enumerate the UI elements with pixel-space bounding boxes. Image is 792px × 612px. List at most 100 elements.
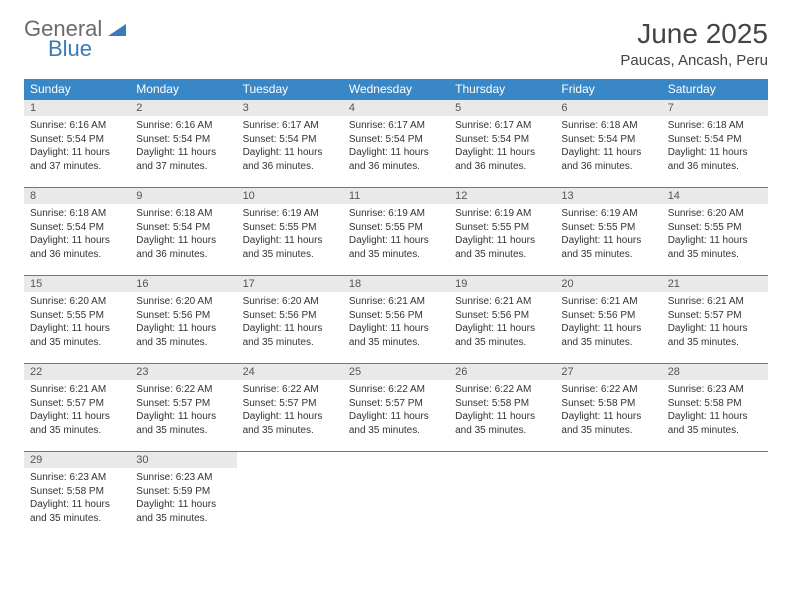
sunset-line: Sunset: 5:54 PM (561, 133, 655, 147)
sunrise-line: Sunrise: 6:21 AM (349, 295, 443, 309)
calendar-cell: 4Sunrise: 6:17 AMSunset: 5:54 PMDaylight… (343, 99, 449, 187)
sunrise-line: Sunrise: 6:20 AM (30, 295, 124, 309)
daylight-line: Daylight: 11 hours and 35 minutes. (455, 234, 549, 261)
sunrise-line: Sunrise: 6:17 AM (349, 119, 443, 133)
daylight-line: Daylight: 11 hours and 35 minutes. (136, 498, 230, 525)
sunset-line: Sunset: 5:58 PM (668, 397, 762, 411)
calendar-cell (237, 451, 343, 539)
calendar-table: SundayMondayTuesdayWednesdayThursdayFrid… (24, 79, 768, 539)
sunset-line: Sunset: 5:55 PM (561, 221, 655, 235)
day-number: 21 (662, 275, 768, 292)
sunrise-line: Sunrise: 6:19 AM (243, 207, 337, 221)
day-number: 16 (130, 275, 236, 292)
sunrise-line: Sunrise: 6:22 AM (243, 383, 337, 397)
sunset-line: Sunset: 5:57 PM (349, 397, 443, 411)
day-details: Sunrise: 6:17 AMSunset: 5:54 PMDaylight:… (449, 116, 555, 179)
daylight-line: Daylight: 11 hours and 35 minutes. (561, 322, 655, 349)
day-details: Sunrise: 6:18 AMSunset: 5:54 PMDaylight:… (24, 204, 130, 267)
day-details: Sunrise: 6:18 AMSunset: 5:54 PMDaylight:… (662, 116, 768, 179)
calendar-cell: 3Sunrise: 6:17 AMSunset: 5:54 PMDaylight… (237, 99, 343, 187)
weekday-header: Saturday (662, 79, 768, 99)
calendar-cell: 2Sunrise: 6:16 AMSunset: 5:54 PMDaylight… (130, 99, 236, 187)
day-number: 22 (24, 363, 130, 380)
sunrise-line: Sunrise: 6:16 AM (136, 119, 230, 133)
empty-day (237, 451, 343, 468)
title-block: June 2025 Paucas, Ancash, Peru (620, 18, 768, 69)
calendar-cell: 18Sunrise: 6:21 AMSunset: 5:56 PMDayligh… (343, 275, 449, 363)
sunset-line: Sunset: 5:57 PM (136, 397, 230, 411)
day-details: Sunrise: 6:17 AMSunset: 5:54 PMDaylight:… (237, 116, 343, 179)
weekday-header: Friday (555, 79, 661, 99)
day-details: Sunrise: 6:18 AMSunset: 5:54 PMDaylight:… (130, 204, 236, 267)
day-number: 1 (24, 99, 130, 116)
sunrise-line: Sunrise: 6:17 AM (243, 119, 337, 133)
calendar-cell (662, 451, 768, 539)
sunrise-line: Sunrise: 6:16 AM (30, 119, 124, 133)
sunrise-line: Sunrise: 6:22 AM (455, 383, 549, 397)
day-details: Sunrise: 6:22 AMSunset: 5:58 PMDaylight:… (449, 380, 555, 443)
sunset-line: Sunset: 5:56 PM (243, 309, 337, 323)
sunset-line: Sunset: 5:57 PM (30, 397, 124, 411)
day-number: 23 (130, 363, 236, 380)
daylight-line: Daylight: 11 hours and 35 minutes. (136, 410, 230, 437)
day-number: 6 (555, 99, 661, 116)
day-number: 24 (237, 363, 343, 380)
sunrise-line: Sunrise: 6:22 AM (349, 383, 443, 397)
daylight-line: Daylight: 11 hours and 35 minutes. (30, 410, 124, 437)
day-number: 18 (343, 275, 449, 292)
day-details: Sunrise: 6:19 AMSunset: 5:55 PMDaylight:… (343, 204, 449, 267)
daylight-line: Daylight: 11 hours and 35 minutes. (349, 234, 443, 261)
sunrise-line: Sunrise: 6:22 AM (136, 383, 230, 397)
sunrise-line: Sunrise: 6:23 AM (136, 471, 230, 485)
sunrise-line: Sunrise: 6:18 AM (561, 119, 655, 133)
sunset-line: Sunset: 5:59 PM (136, 485, 230, 499)
calendar-cell: 15Sunrise: 6:20 AMSunset: 5:55 PMDayligh… (24, 275, 130, 363)
daylight-line: Daylight: 11 hours and 35 minutes. (561, 410, 655, 437)
daylight-line: Daylight: 11 hours and 35 minutes. (668, 410, 762, 437)
day-details: Sunrise: 6:19 AMSunset: 5:55 PMDaylight:… (555, 204, 661, 267)
day-number: 10 (237, 187, 343, 204)
day-number: 4 (343, 99, 449, 116)
sunrise-line: Sunrise: 6:21 AM (455, 295, 549, 309)
day-details: Sunrise: 6:23 AMSunset: 5:58 PMDaylight:… (24, 468, 130, 531)
weekday-header: Monday (130, 79, 236, 99)
daylight-line: Daylight: 11 hours and 36 minutes. (136, 234, 230, 261)
daylight-line: Daylight: 11 hours and 36 minutes. (349, 146, 443, 173)
day-number: 8 (24, 187, 130, 204)
day-details: Sunrise: 6:20 AMSunset: 5:55 PMDaylight:… (24, 292, 130, 355)
calendar-cell: 1Sunrise: 6:16 AMSunset: 5:54 PMDaylight… (24, 99, 130, 187)
sunset-line: Sunset: 5:54 PM (455, 133, 549, 147)
daylight-line: Daylight: 11 hours and 35 minutes. (243, 322, 337, 349)
sunset-line: Sunset: 5:54 PM (30, 133, 124, 147)
day-number: 15 (24, 275, 130, 292)
day-details: Sunrise: 6:22 AMSunset: 5:57 PMDaylight:… (130, 380, 236, 443)
calendar-cell: 7Sunrise: 6:18 AMSunset: 5:54 PMDaylight… (662, 99, 768, 187)
sunrise-line: Sunrise: 6:19 AM (455, 207, 549, 221)
day-details: Sunrise: 6:21 AMSunset: 5:56 PMDaylight:… (555, 292, 661, 355)
calendar-cell: 16Sunrise: 6:20 AMSunset: 5:56 PMDayligh… (130, 275, 236, 363)
daylight-line: Daylight: 11 hours and 35 minutes. (455, 410, 549, 437)
daylight-line: Daylight: 11 hours and 36 minutes. (668, 146, 762, 173)
sunrise-line: Sunrise: 6:20 AM (136, 295, 230, 309)
day-number: 3 (237, 99, 343, 116)
day-number: 25 (343, 363, 449, 380)
daylight-line: Daylight: 11 hours and 36 minutes. (455, 146, 549, 173)
page-header: General Blue June 2025 Paucas, Ancash, P… (24, 18, 768, 69)
calendar-cell: 26Sunrise: 6:22 AMSunset: 5:58 PMDayligh… (449, 363, 555, 451)
sunset-line: Sunset: 5:55 PM (668, 221, 762, 235)
day-number: 2 (130, 99, 236, 116)
sunset-line: Sunset: 5:55 PM (455, 221, 549, 235)
calendar-cell (449, 451, 555, 539)
sunrise-line: Sunrise: 6:19 AM (561, 207, 655, 221)
day-number: 28 (662, 363, 768, 380)
calendar-cell: 5Sunrise: 6:17 AMSunset: 5:54 PMDaylight… (449, 99, 555, 187)
day-details: Sunrise: 6:21 AMSunset: 5:57 PMDaylight:… (24, 380, 130, 443)
daylight-line: Daylight: 11 hours and 37 minutes. (136, 146, 230, 173)
calendar-cell: 30Sunrise: 6:23 AMSunset: 5:59 PMDayligh… (130, 451, 236, 539)
daylight-line: Daylight: 11 hours and 35 minutes. (30, 498, 124, 525)
sunrise-line: Sunrise: 6:18 AM (136, 207, 230, 221)
day-details: Sunrise: 6:20 AMSunset: 5:55 PMDaylight:… (662, 204, 768, 267)
sunrise-line: Sunrise: 6:23 AM (30, 471, 124, 485)
day-number: 29 (24, 451, 130, 468)
sunrise-line: Sunrise: 6:22 AM (561, 383, 655, 397)
